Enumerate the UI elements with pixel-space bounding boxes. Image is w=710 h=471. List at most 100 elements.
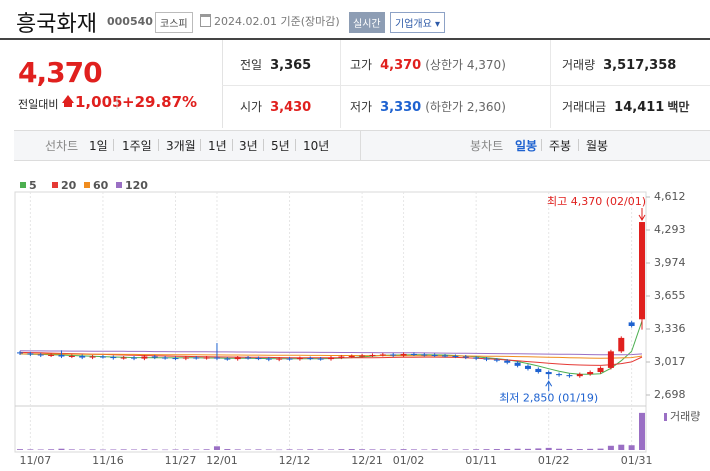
tab[interactable]: 월봉 [586, 139, 609, 153]
volume-bar [493, 449, 500, 450]
volume-bar [607, 445, 614, 450]
tab-separator [541, 139, 542, 151]
volume-bar [369, 449, 376, 450]
candle-body [296, 358, 303, 360]
volume-bar [338, 449, 345, 450]
x-tick-label: 12/01 [206, 454, 238, 467]
candle-body [234, 357, 241, 360]
candle-body [535, 368, 542, 373]
candle-body [99, 356, 106, 358]
current-price: 4,370 [18, 56, 103, 89]
tab-separator [578, 139, 579, 151]
volume-bar [182, 449, 189, 450]
stat: 고가 4,370 (상한가 4,370) [350, 56, 506, 73]
tab[interactable]: 1일 [89, 139, 108, 153]
volume-bar [193, 449, 200, 450]
stat-label: 저가 [350, 100, 373, 114]
volume-bar [400, 449, 407, 450]
tab[interactable]: 5년 [271, 139, 290, 153]
candle-body [493, 359, 500, 361]
volume-legend-swatch [664, 413, 667, 421]
x-tick-label: 11/16 [92, 454, 124, 467]
candle-body [27, 353, 34, 355]
candle-body [255, 358, 262, 360]
volume-bar [224, 449, 231, 450]
volume-bar [131, 449, 138, 450]
candle-body [379, 354, 386, 356]
separator [0, 38, 710, 40]
candle-body [162, 357, 169, 359]
candle-body [245, 357, 252, 359]
stat-label: 거래대금 [562, 100, 607, 114]
candle-body [442, 355, 449, 357]
candle-body [328, 357, 334, 360]
candle-body [58, 354, 65, 357]
legend-label: 60 [93, 179, 109, 192]
company-info-dropdown[interactable]: 기업개요 ▾ [390, 12, 446, 33]
tab[interactable]: 주봉 [549, 139, 572, 153]
legend-swatch [116, 182, 122, 188]
annotation-arrowhead [545, 380, 553, 387]
annotation-arrowhead [638, 214, 646, 222]
y-tick-label: 3,655 [654, 289, 686, 302]
candle-body [203, 357, 210, 359]
candle-body [17, 352, 23, 354]
stat-label: 고가 [350, 58, 373, 72]
column-separator [340, 40, 341, 128]
x-tick-label: 01/11 [465, 454, 497, 467]
volume-bar [328, 449, 334, 450]
row-separator [222, 85, 710, 86]
stock-name: 흥국화재 [16, 12, 97, 37]
candle-body [172, 358, 179, 360]
volume-bar [524, 448, 531, 450]
realtime-button[interactable]: 실시간 [349, 12, 385, 33]
tab[interactable]: 10년 [303, 139, 330, 153]
candle-body [265, 358, 272, 360]
candle-body [473, 357, 480, 359]
quote-date: 2024.02.01 기준(장마감) [214, 15, 340, 28]
volume-bar [68, 449, 75, 450]
x-tick-label: 11/07 [20, 454, 52, 467]
x-tick-label: 12/12 [279, 454, 311, 467]
candle-body [545, 372, 552, 375]
legend-label: 120 [125, 179, 148, 192]
tab-separator [295, 139, 296, 151]
candle-body [276, 358, 283, 360]
candle-body [462, 356, 469, 358]
candle-body [286, 358, 293, 360]
candle-body [359, 355, 366, 357]
candle-body [639, 222, 645, 320]
volume-bar [587, 448, 594, 450]
tab-separator [232, 139, 233, 151]
candle-body [193, 357, 200, 359]
candle-body [338, 356, 345, 358]
volume-bar [203, 449, 210, 450]
tab[interactable]: 1년 [208, 139, 227, 153]
up-arrow [62, 95, 74, 103]
annotation-high: 최고 4,370 (02/01) [547, 195, 646, 208]
tab-selected[interactable]: 일봉 [515, 139, 538, 153]
legend-swatch [52, 182, 58, 188]
volume-legend-label: 거래량 [670, 410, 700, 423]
stat-note: (상한가 4,370) [425, 58, 506, 72]
volume-bar [545, 447, 552, 450]
volume-bar [514, 448, 521, 450]
stat: 거래량 3,517,358 [562, 56, 676, 73]
candle-body [618, 337, 625, 352]
volume-bar [483, 449, 490, 450]
candle-body [483, 358, 490, 360]
volume-bar [307, 449, 314, 450]
tab[interactable]: 3개월 [166, 139, 196, 153]
tab[interactable]: 3년 [239, 139, 258, 153]
volume-bar [99, 449, 106, 451]
stock-code: 000540 [107, 15, 153, 28]
stat-unit: 백만 [667, 100, 690, 114]
candle-body [597, 367, 604, 373]
volume-bar [462, 449, 469, 450]
volume-bar [504, 448, 511, 450]
volume-bar [89, 449, 96, 450]
calendar-icon [200, 14, 211, 27]
tab[interactable]: 1주일 [122, 139, 152, 153]
candle-body [348, 356, 355, 357]
